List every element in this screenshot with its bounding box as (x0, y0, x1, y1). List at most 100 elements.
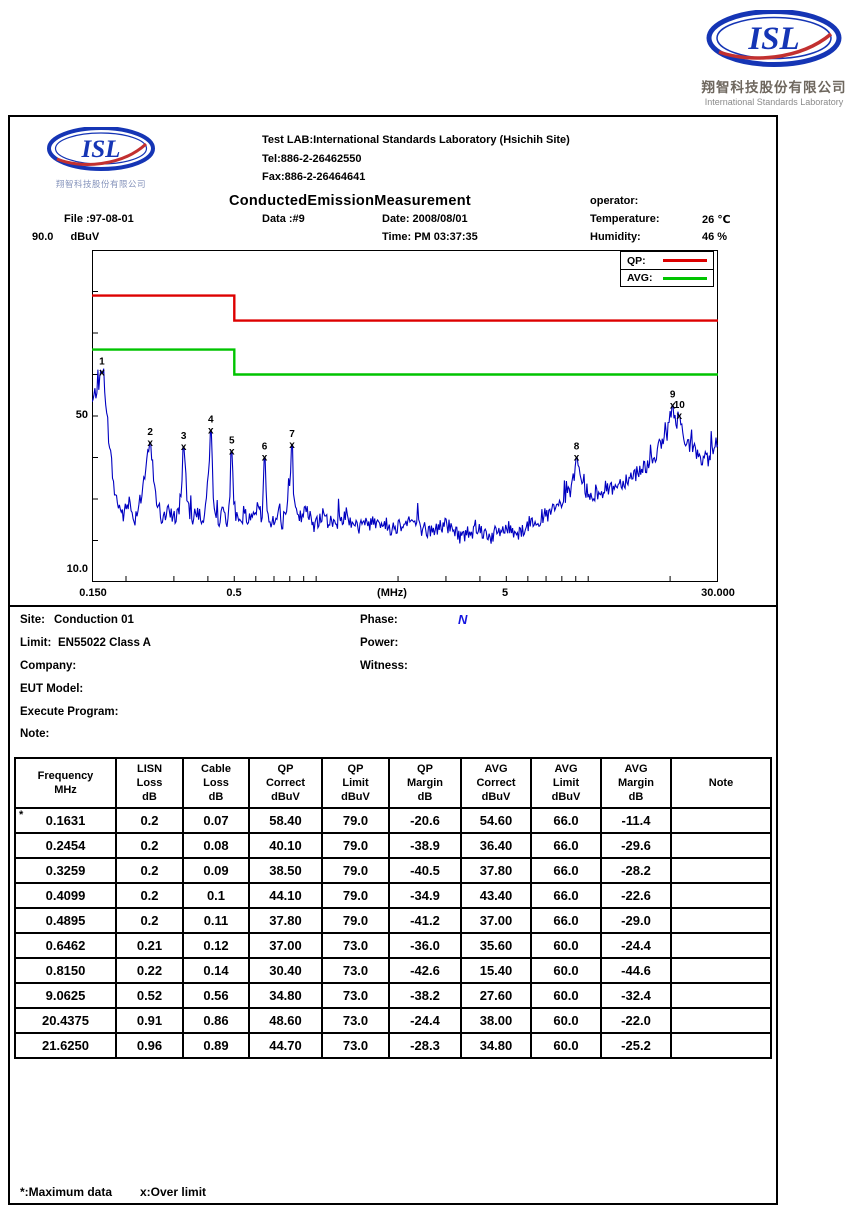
x-tick-0150: 0.150 (79, 587, 107, 599)
table-cell: -24.4 (388, 1007, 462, 1034)
svg-text:2: 2 (147, 427, 153, 438)
peak-marker-3: 3x (181, 431, 187, 453)
table-cell: 37.80 (460, 857, 532, 884)
table-cell: 73.0 (321, 932, 390, 959)
date-label: Date: 2008/08/01 (382, 213, 468, 225)
time-label: Time: PM 03:37:35 (382, 231, 478, 243)
isl-logo-text: ISL (747, 21, 799, 57)
table-cell: 73.0 (321, 982, 390, 1009)
limit-label: Limit: (20, 637, 52, 649)
data-index-label: Data :#9 (262, 213, 305, 225)
svg-text:x: x (289, 440, 295, 451)
table-cell (670, 882, 772, 909)
x-tick-05: 0.5 (226, 587, 242, 599)
svg-text:4: 4 (208, 415, 214, 426)
emission-trace (92, 368, 718, 544)
table-cell: 60.0 (530, 1032, 602, 1059)
table-cell: 0.1631 * (14, 807, 117, 834)
lab-fax: Fax:886-2-26464641 (262, 171, 366, 183)
table-cell: -22.6 (600, 882, 672, 909)
measurement-table: Frequency MHz LISN Loss dB Cable Loss dB QP Corre… (14, 757, 772, 1059)
operator-label: operator: (590, 195, 639, 207)
table-cell: -28.2 (600, 857, 672, 884)
column-header: Note (670, 757, 772, 809)
humidity-label: Humidity: (590, 231, 641, 243)
table-cell: 30.40 (248, 957, 323, 984)
table-cell: 66.0 (530, 882, 602, 909)
table-cell: 0.14 (182, 957, 250, 984)
legend-item-avg: AVG: (621, 269, 713, 286)
table-cell: 54.60 (460, 807, 532, 834)
table-cell: 79.0 (321, 832, 390, 859)
table-cell: -25.2 (600, 1032, 672, 1059)
peak-marker-9: 9x (670, 390, 676, 412)
y-axis-unit-label: dBuV (70, 231, 100, 243)
table-cell: 0.8150 (14, 957, 117, 984)
svg-text:8: 8 (574, 442, 580, 453)
svg-text:9: 9 (670, 390, 676, 401)
table-cell: 0.1 (182, 882, 250, 909)
table-cell (670, 857, 772, 884)
legend-label-qp: QP: (627, 254, 646, 267)
power-label: Power: (360, 637, 399, 649)
table-cell (670, 832, 772, 859)
table-cell: -32.4 (600, 982, 672, 1009)
table-cell: -28.3 (388, 1032, 462, 1059)
peak-marker-8: 8x (574, 442, 580, 464)
table-cell: 0.2 (115, 882, 184, 909)
peak-marker-5: 5x (229, 435, 235, 457)
chart-legend: QP: AVG: (620, 251, 714, 287)
svg-text:x: x (147, 438, 153, 449)
execute-program-label: Execute Program: (20, 706, 119, 718)
phase-value: N (458, 612, 468, 627)
table-cell: 34.80 (248, 982, 323, 1009)
x-tick-30000: 30.000 (701, 587, 735, 599)
table-cell: 0.21 (115, 932, 184, 959)
table-cell: 66.0 (530, 907, 602, 934)
column-header: QP Limit dBuV (321, 757, 390, 809)
y-axis-top-label: 90.0 (32, 231, 54, 243)
table-cell: -38.9 (388, 832, 462, 859)
column-header: QP Margin dB (388, 757, 462, 809)
table-cell: 0.2 (115, 907, 184, 934)
legend-label-avg: AVG: (627, 272, 653, 284)
table-cell (670, 807, 772, 834)
qp-limit-line (92, 294, 718, 322)
table-cell: 0.2 (115, 857, 184, 884)
file-label: File :97-08-01 (64, 213, 134, 225)
table-body: 0.1631 * 0.2 0.07 58.40 79.0 -20.6 54.60 66.0 -11… (14, 807, 772, 1059)
y-tick-50: 50 (75, 409, 88, 421)
table-cell (670, 957, 772, 984)
table-cell: 60.0 (530, 932, 602, 959)
table-cell: 0.2 (115, 807, 184, 834)
table-cell: -34.9 (388, 882, 462, 909)
table-cell: 40.10 (248, 832, 323, 859)
peak-marker-6: 6x (262, 442, 268, 464)
limit-value: EN55022 Class A (58, 637, 151, 649)
table-cell: -29.6 (600, 832, 672, 859)
y-axis-top-label-group: 90.0 dBuV (32, 231, 99, 243)
table-cell: 79.0 (321, 907, 390, 934)
avg-limit-swatch (663, 276, 707, 280)
table-cell: 43.40 (460, 882, 532, 909)
site-value: Conduction 01 (54, 614, 134, 626)
table-cell: -22.0 (600, 1007, 672, 1034)
avg-limit-line (92, 348, 718, 376)
table-cell: 66.0 (530, 832, 602, 859)
chart-frame (92, 250, 718, 582)
table-row: 0.3259 0.2 0.09 38.50 79.0 -40.5 37.80 66.0 -28.… (14, 857, 772, 884)
table-cell: -36.0 (388, 932, 462, 959)
svg-text:5: 5 (229, 435, 235, 446)
table-cell: 0.52 (115, 982, 184, 1009)
table-cell: 48.60 (248, 1007, 323, 1034)
humidity-value: 46 % (702, 231, 728, 243)
table-cell: 0.86 (182, 1007, 250, 1034)
maximum-data-note: *:Maximum data (20, 1185, 113, 1199)
table-cell: 34.80 (460, 1032, 532, 1059)
table-cell: 0.2 (115, 832, 184, 859)
table-cell: 21.6250 (14, 1032, 117, 1059)
table-cell: 60.0 (530, 957, 602, 984)
column-header: Frequency MHz (14, 757, 117, 809)
table-cell (670, 982, 772, 1009)
